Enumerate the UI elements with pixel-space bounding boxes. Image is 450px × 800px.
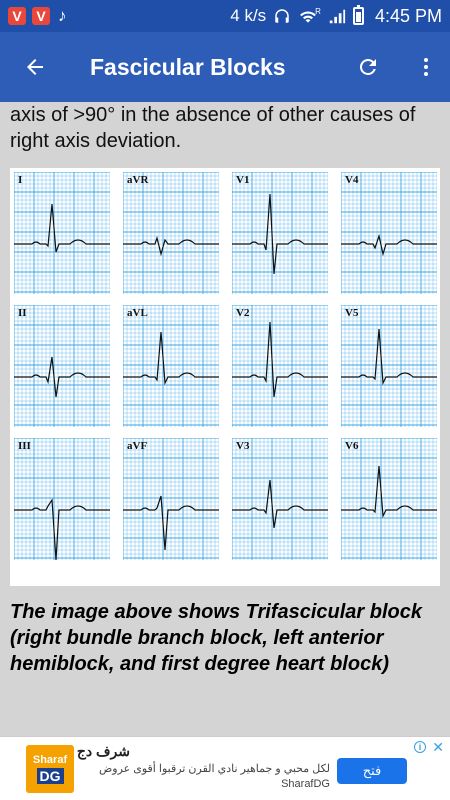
ecg-lead-v4: V4: [341, 172, 439, 294]
signal-icon: [329, 9, 346, 24]
ecg-lead-label: V4: [345, 174, 359, 186]
ad-logo-line2: DG: [36, 768, 64, 784]
battery-icon: [352, 5, 364, 25]
ecg-lead-label: II: [18, 307, 27, 319]
ecg-lead-label: aVR: [127, 174, 149, 186]
headphones-icon: [275, 9, 289, 23]
ad-logo-line1: Sharaf: [32, 754, 68, 766]
ecg-lead-v6: V6: [341, 438, 439, 560]
back-button[interactable]: [0, 32, 70, 102]
close-icon[interactable]: ✕: [432, 739, 444, 755]
ecg-lead-v5: V5: [341, 305, 439, 427]
overflow-menu-button[interactable]: [414, 47, 438, 87]
ecg-lead-label: III: [18, 440, 31, 452]
ad-description: لكل محبي و جماهير نادي القرن ترقبوا أقوى…: [98, 763, 330, 790]
ecg-lead-label: V5: [345, 307, 359, 319]
ecg-lead-label: V6: [345, 440, 359, 452]
ecg-lead-iii: III: [14, 438, 112, 560]
article-content[interactable]: axis of >90° in the absence of other cau…: [0, 102, 450, 728]
ecg-lead-avf: aVF: [123, 438, 221, 560]
image-caption: The image above shows Trifascicular bloc…: [10, 601, 423, 675]
network-speed: 4 k/s: [230, 6, 267, 25]
clock: 4:45 PM: [374, 5, 442, 26]
ecg-lead-avl: aVL: [123, 305, 221, 427]
ecg-lead-label: V1: [236, 174, 250, 186]
ecg-lead-label: V2: [236, 307, 250, 319]
ad-logo[interactable]: Sharaf DG: [26, 745, 74, 793]
arrow-back-icon: [27, 59, 43, 75]
ecg-lead-ii: II: [14, 305, 112, 427]
refresh-icon: [359, 58, 376, 75]
paragraph-text: axis of >90° in the absence of other cau…: [10, 104, 416, 152]
roaming-marker: R: [315, 6, 321, 16]
ecg-lead-v1: V1: [232, 172, 330, 294]
ad-banner[interactable]: Sharaf DG شرف دج لكل محبي و جماهير نادي …: [0, 736, 450, 800]
music-note-icon: ♪: [58, 6, 67, 25]
ad-open-button[interactable]: فتح: [337, 758, 407, 784]
ecg-lead-v2: V2: [232, 305, 330, 427]
app-notification-icon: V: [8, 7, 26, 25]
wifi-icon: [300, 11, 317, 23]
ecg-lead-label: aVF: [127, 440, 148, 452]
more-vert-icon: [424, 58, 428, 62]
app-notification-icon: V: [32, 7, 50, 25]
ecg-lead-label: aVL: [127, 307, 148, 319]
refresh-button[interactable]: [348, 47, 388, 87]
ecg-lead-v3: V3: [232, 438, 330, 560]
app-bar: Fascicular Blocks: [0, 32, 450, 102]
ecg-lead-i: I: [14, 172, 112, 294]
ecg-lead-label: I: [18, 174, 23, 186]
info-icon[interactable]: i: [414, 741, 426, 753]
ecg-lead-avr: aVR: [123, 172, 221, 294]
ad-title[interactable]: شرف دج: [76, 743, 130, 759]
status-bar: V V ♪ 4 k/s R 4:45 PM: [0, 0, 450, 32]
ecg-lead-label: V3: [236, 440, 250, 452]
page-title: Fascicular Blocks: [90, 53, 286, 80]
